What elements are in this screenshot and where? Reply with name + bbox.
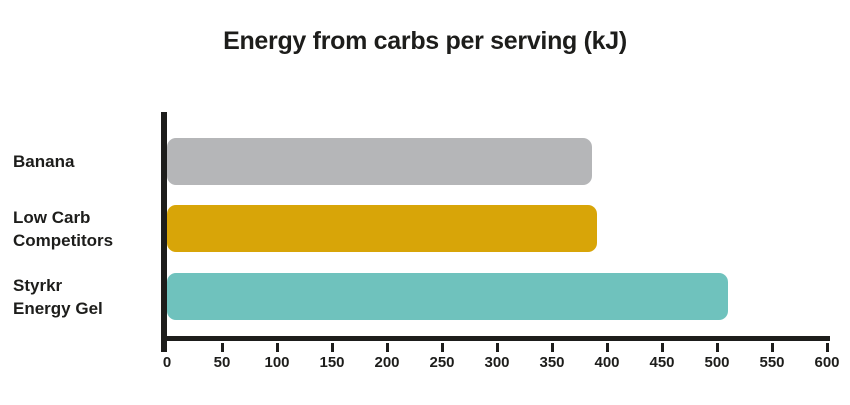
x-tick-label-600: 600: [814, 354, 840, 371]
chart-title: Energy from carbs per serving (kJ): [223, 27, 627, 55]
x-tick-label-550: 550: [759, 354, 785, 371]
x-tick-mark-350: [550, 343, 554, 352]
x-tick-label-450: 450: [649, 354, 675, 371]
x-tick-label-500: 500: [704, 354, 730, 371]
y-axis-line: [161, 112, 167, 352]
x-tick-mark-100: [275, 343, 279, 352]
category-label-1: Low Carb Competitors: [13, 207, 114, 250]
bar-2: [167, 273, 728, 320]
x-tick-mark-300: [495, 343, 499, 352]
plot-area: 0 50 100 150 200 250 300 350 400 450 500 550 600: [161, 112, 840, 371]
x-tick-mark-400: [605, 343, 609, 352]
x-tick-mark-200: [385, 343, 389, 352]
x-tick-mark-150: [330, 343, 334, 352]
x-tick-label-250: 250: [429, 354, 455, 371]
x-tick-label-150: 150: [319, 354, 345, 371]
x-tick-label-400: 400: [594, 354, 620, 371]
x-tick-label-0: 0: [162, 354, 172, 371]
x-tick-mark-250: [440, 343, 444, 352]
x-tick-label-50: 50: [213, 354, 231, 371]
x-tick-label-200: 200: [374, 354, 400, 371]
x-tick-mark-450: [660, 343, 664, 352]
x-axis-line: [161, 336, 830, 341]
x-tick-mark-600: [825, 343, 829, 352]
bar-1: [167, 205, 597, 252]
x-tick-label-100: 100: [264, 354, 290, 371]
category-label-2: Styrkr Energy Gel: [13, 275, 103, 318]
x-tick-mark-500: [715, 343, 719, 352]
x-tick-mark-50: [220, 343, 224, 352]
category-label-0: Banana: [13, 152, 75, 171]
x-tick-mark-550: [770, 343, 774, 352]
x-tick-label-350: 350: [539, 354, 565, 371]
x-tick-label-300: 300: [484, 354, 510, 371]
bar-0: [167, 138, 592, 185]
